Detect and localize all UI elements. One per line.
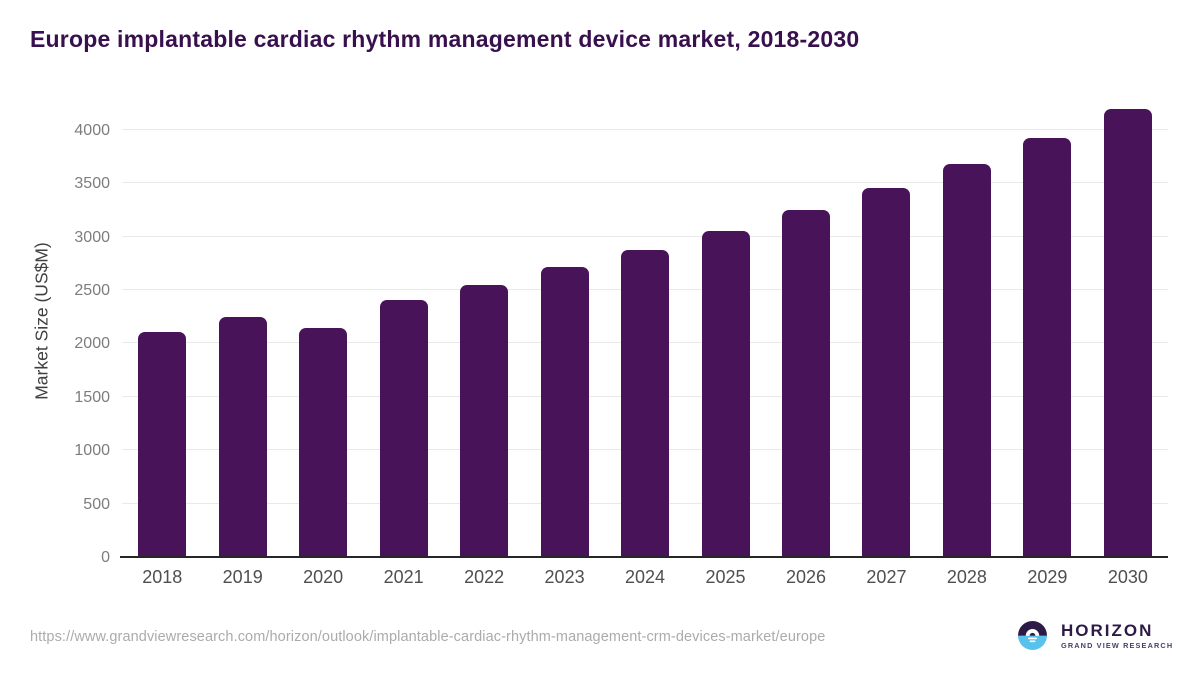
y-tick-2000: 2000 [74, 335, 110, 353]
bar-2018 [138, 331, 187, 557]
gridline-3500 [122, 182, 1168, 184]
bar-slot-2024 [605, 103, 685, 557]
bar-slot-2020 [283, 103, 363, 557]
bar-slot-2021 [363, 103, 443, 557]
bar-2025 [701, 231, 750, 557]
horizon-logo-name: HORIZON [1061, 620, 1154, 640]
y-tick-4000: 4000 [74, 121, 110, 139]
y-tick-3500: 3500 [74, 175, 110, 193]
horizon-logo-icon [1018, 621, 1047, 650]
bar-2020 [299, 327, 348, 557]
bar-slot-2026 [766, 103, 846, 557]
gridline-3000 [122, 235, 1168, 237]
x-tick-2020: 2020 [303, 567, 344, 587]
x-tick-2018: 2018 [142, 567, 183, 587]
bar-2028 [942, 163, 991, 557]
plot-area: 0 500 1000 1500 2000 2500 3000 3500 4000 [74, 103, 1168, 566]
y-tick-0: 0 [101, 549, 110, 566]
bar-slot-2018 [122, 103, 202, 557]
bar-2029 [1023, 138, 1072, 557]
x-axis-line [120, 556, 1168, 558]
bar-2022 [460, 284, 509, 557]
gridline-4000 [122, 128, 1168, 130]
y-tick-500: 500 [83, 495, 110, 513]
x-tick-2026: 2026 [785, 567, 826, 587]
bar-slot-2028 [927, 103, 1007, 557]
x-tick-2025: 2025 [705, 567, 746, 587]
y-tick-3000: 3000 [74, 228, 110, 246]
x-tick-2027: 2027 [866, 567, 907, 587]
bar-slot-2025 [685, 103, 765, 557]
y-tick-1000: 1000 [74, 442, 110, 460]
bar-2021 [379, 300, 428, 557]
bar-slot-2027 [846, 103, 926, 557]
bar-slot-2023 [524, 103, 604, 557]
bar-2026 [781, 210, 830, 557]
bar-slot-2022 [444, 103, 524, 557]
x-tick-2028: 2028 [946, 567, 987, 587]
horizon-logo: HORIZON GRAND VIEW RESEARCH [1018, 621, 1173, 650]
x-tick-2021: 2021 [383, 567, 424, 587]
x-tick-2030: 2030 [1107, 567, 1148, 587]
source-url: https://www.grandviewresearch.com/horizo… [30, 629, 826, 645]
y-tick-2500: 2500 [74, 281, 110, 299]
x-tick-2023: 2023 [544, 567, 585, 587]
bar-2030 [1103, 109, 1152, 557]
bar-slot-2029 [1007, 103, 1087, 557]
bar-series [122, 103, 1168, 557]
bar-2024 [621, 249, 670, 557]
bar-slot-2019 [202, 103, 282, 557]
x-tick-2022: 2022 [464, 567, 505, 587]
bar-2019 [218, 317, 267, 557]
y-tick-1500: 1500 [74, 388, 110, 406]
horizon-logo-text: HORIZON GRAND VIEW RESEARCH [1061, 622, 1173, 649]
chart-title: Europe implantable cardiac rhythm manage… [30, 26, 860, 52]
y-axis-title: Market Size (US$M) [31, 242, 52, 400]
x-tick-2019: 2019 [222, 567, 263, 587]
x-tick-2029: 2029 [1027, 567, 1068, 587]
x-tick-labels: 2018 2019 2020 2021 2022 2023 2024 2025 2026 2027… [122, 567, 1168, 588]
bar-2027 [862, 187, 911, 557]
bar-slot-2030 [1088, 103, 1168, 557]
horizon-logo-subtitle: GRAND VIEW RESEARCH [1061, 640, 1174, 650]
bar-2023 [540, 266, 589, 557]
x-tick-2024: 2024 [625, 567, 666, 587]
